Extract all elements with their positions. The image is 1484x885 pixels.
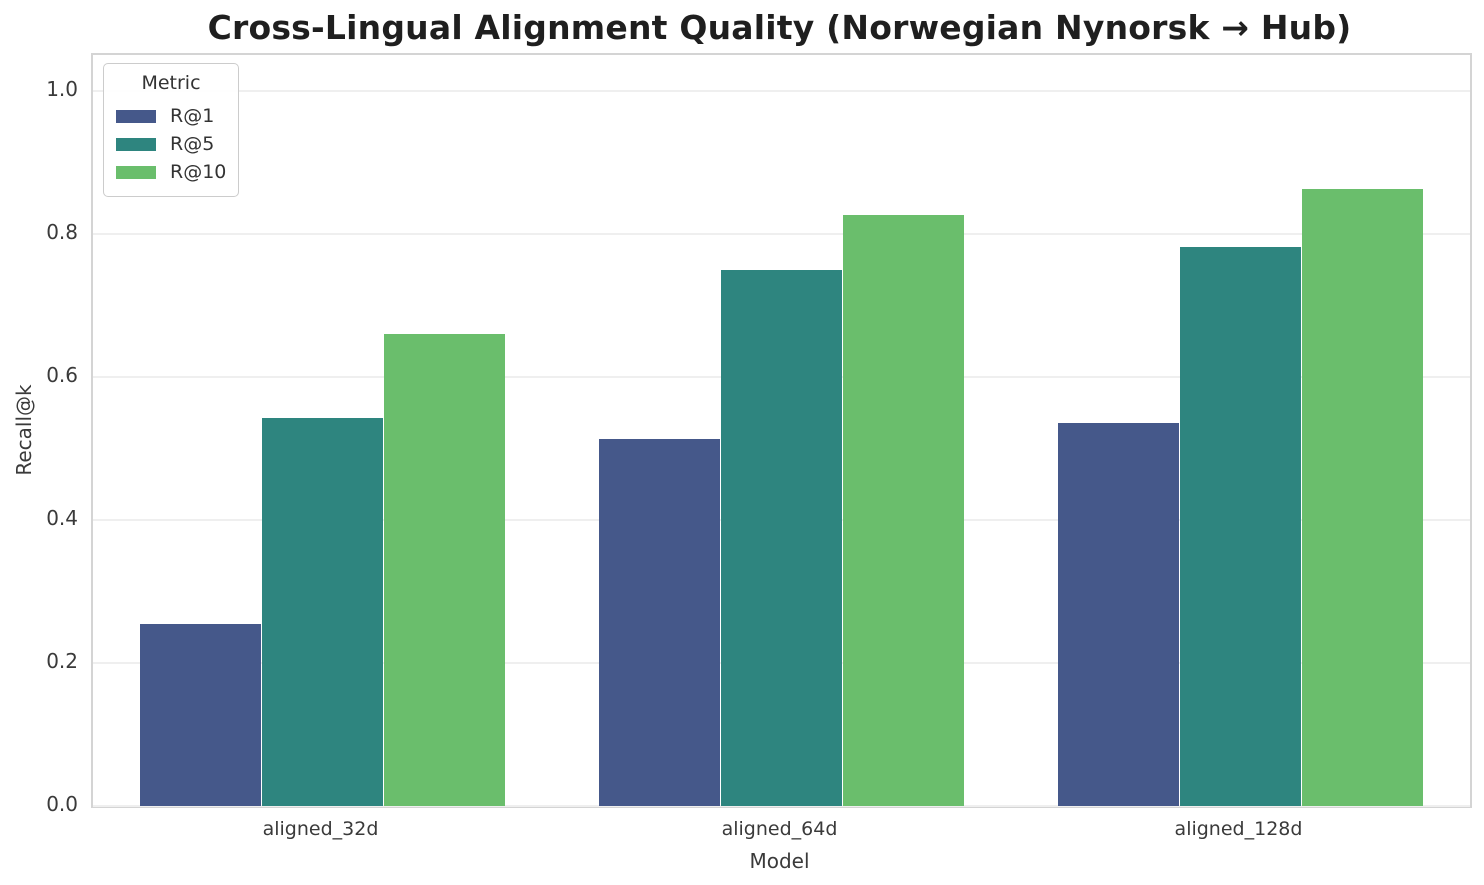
x-axis-label: Model [749, 849, 810, 873]
bar-R@10-aligned_64d [843, 215, 965, 806]
y-tick-label: 0.6 [46, 362, 78, 387]
legend-swatch-icon [116, 165, 156, 179]
legend-swatch-icon [116, 109, 156, 123]
bar-R@1-aligned_64d [598, 439, 720, 806]
bar-R@1-aligned_128d [1057, 423, 1179, 806]
legend-items: R@1 R@5 R@10 [114, 102, 228, 186]
grid-line [93, 805, 1470, 807]
legend: Metric R@1 R@5 R@10 [103, 63, 239, 197]
x-tick-label: aligned_32d [262, 818, 379, 840]
x-tick-label: aligned_64d [721, 818, 838, 840]
y-tick-label: 1.0 [46, 76, 78, 101]
bar-R@5-aligned_64d [721, 269, 842, 806]
bar-R@10-aligned_128d [1302, 188, 1424, 806]
x-tick-label: aligned_128d [1174, 818, 1303, 840]
bar-R@5-aligned_32d [262, 418, 383, 806]
bar-R@5-aligned_128d [1180, 247, 1301, 806]
legend-title: Metric [141, 72, 201, 94]
y-tick-label: 0.8 [46, 219, 78, 244]
grid-line [93, 89, 1470, 92]
legend-item-R@5: R@5 [114, 130, 228, 158]
legend-item-R@1: R@1 [114, 102, 228, 130]
legend-item-R@10: R@10 [114, 158, 228, 186]
y-axis-label: Recall@k [12, 384, 36, 476]
y-tick-label: 0.4 [46, 505, 78, 530]
chart-title: Cross-Lingual Alignment Quality (Norwegi… [207, 8, 1352, 47]
legend-swatch-icon [116, 137, 156, 151]
legend-item-label: R@10 [170, 161, 227, 183]
y-tick-label: 0.0 [46, 792, 78, 816]
bar-R@1-aligned_32d [139, 623, 261, 806]
legend-item-label: R@1 [170, 105, 215, 127]
bar-R@10-aligned_32d [384, 333, 506, 806]
legend-item-label: R@5 [170, 133, 215, 155]
grid-line [93, 232, 1470, 235]
plot-area [91, 53, 1472, 808]
y-tick-label: 0.2 [46, 648, 78, 673]
